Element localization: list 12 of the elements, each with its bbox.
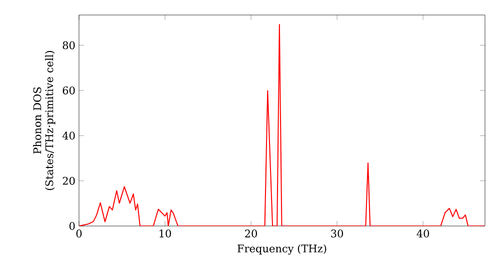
y-tick-label: 20 xyxy=(62,176,75,185)
x-tick-label: 10 xyxy=(160,230,171,238)
y-tick-label: 40 xyxy=(62,132,75,140)
x-tick-label: 40 xyxy=(416,230,430,238)
x-axis-title: Frequency (THz) xyxy=(238,244,326,255)
x-tick-label: 30 xyxy=(331,230,344,238)
y-tick-label: 0 xyxy=(69,222,75,230)
y-tick-label: 60 xyxy=(62,86,75,94)
x-tick-label: 20 xyxy=(245,230,258,238)
y-tick-label: 80 xyxy=(62,41,75,50)
x-tick-label: 0 xyxy=(76,230,82,238)
y-axis-title: Phonon DOS (States/THz·primitive cell) xyxy=(33,50,56,190)
